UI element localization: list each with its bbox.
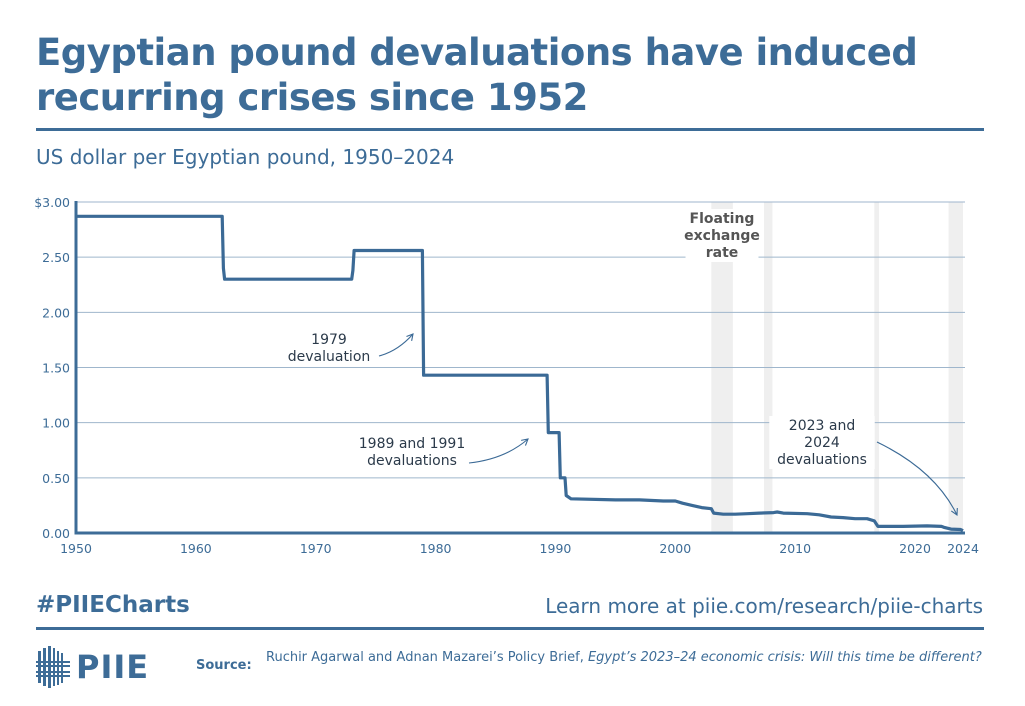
title-divider [36, 128, 984, 131]
arrow-2023 [876, 441, 958, 516]
y-tick-label: $3.00 [34, 195, 70, 210]
x-tick-label: 2000 [659, 541, 691, 556]
source-authors: Ruchir Agarwal and Adnan Mazarei’s Polic… [266, 650, 588, 665]
floating-rate-label: Floating [690, 211, 755, 227]
annotation-1979: devaluation [288, 349, 371, 365]
chart-title: Egyptian pound devaluations have induced… [36, 31, 918, 119]
piie-logo[interactable]: PIIE [36, 645, 149, 689]
x-tick-label: 1950 [60, 541, 92, 556]
floating-rate-label: exchange [684, 228, 760, 244]
arrow-1989-head [521, 438, 529, 446]
arrow-2023-head [950, 507, 958, 517]
x-tick-label: 2010 [779, 541, 811, 556]
footer-divider [36, 627, 984, 630]
annotation-1989-1991: devaluations [367, 453, 457, 469]
annotation-1989-1991-bg [355, 434, 469, 470]
annotation-2023-2024: 2023 and [789, 418, 855, 434]
x-tick-label: 2024 [947, 541, 979, 556]
y-tick-label: 2.00 [42, 305, 70, 320]
annotation-2023-2024: 2024 [804, 435, 840, 451]
arrow-1979 [378, 333, 414, 357]
piie-logo-text: PIIE [76, 648, 150, 686]
y-tick-label: 2.50 [42, 250, 70, 265]
y-tick-label: 1.00 [42, 416, 70, 431]
learn-more-link[interactable]: Learn more at piie.com/research/piie-cha… [545, 594, 983, 618]
source-label: Source: [196, 658, 252, 673]
line-chart: $3.00 2.50 2.00 1.50 1.00 0.50 0.00 1950 1960 19… [34, 195, 979, 556]
annotation-2023-2024: devaluations [777, 452, 867, 468]
x-tick-label: 1990 [540, 541, 572, 556]
y-tick-label: 0.00 [42, 526, 70, 541]
source-citation: Ruchir Agarwal and Adnan Mazarei’s Polic… [266, 649, 986, 667]
y-tick-label: 1.50 [42, 361, 70, 376]
annotation-1979: 1979 [311, 332, 347, 348]
annotation-1989-1991: 1989 and 1991 [359, 436, 466, 452]
hashtag-label: #PIIECharts [36, 592, 190, 618]
floating-rate-label: rate [706, 245, 739, 261]
chart-subtitle: US dollar per Egyptian pound, 1950–2024 [36, 145, 455, 169]
source-title[interactable]: Egypt’s 2023–24 economic crisis: Will th… [587, 650, 982, 665]
piie-building-icon [36, 646, 70, 688]
annotation-1979-bg [280, 330, 378, 366]
x-tick-label: 2020 [899, 541, 931, 556]
exchange-rate-line [76, 214, 964, 533]
y-tick-label: 0.50 [42, 471, 70, 486]
annotation-2023-2024-bg [769, 416, 875, 469]
floating-rate-label-bg [685, 209, 759, 262]
x-tick-label: 1960 [180, 541, 212, 556]
arrow-1989 [468, 438, 529, 464]
x-tick-label: 1980 [420, 541, 452, 556]
arrow-1979-head [406, 333, 414, 341]
x-tick-label: 1970 [300, 541, 332, 556]
